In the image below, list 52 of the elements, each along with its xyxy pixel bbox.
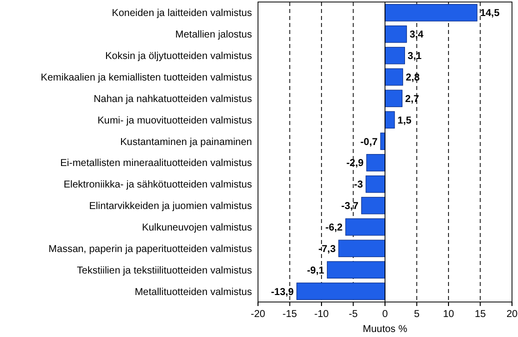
data-label: -13,9 <box>270 286 294 298</box>
x-tick-label: 10 <box>442 309 454 320</box>
bar <box>384 46 405 64</box>
bar <box>345 218 386 236</box>
y-tick-label: Koneiden ja laitteiden valmistus <box>112 8 252 20</box>
y-tick-label: Metallituotteiden valmistus <box>134 286 252 298</box>
bar <box>326 261 386 279</box>
x-tick-label: 5 <box>414 309 420 320</box>
y-tick-label: Kemikaalien ja kemiallisten tuotteiden valmistus <box>40 72 252 84</box>
data-label: -9,1 <box>306 265 325 276</box>
bar <box>384 111 395 129</box>
bar <box>384 90 402 108</box>
x-tick-label: -20 <box>250 309 266 320</box>
y-tick-label: Elektroniikka- ja sähkötuotteiden valmistus <box>64 180 252 191</box>
data-label: -0,7 <box>360 136 378 148</box>
data-label: 2,8 <box>406 72 420 84</box>
bar <box>361 196 386 214</box>
bar <box>338 240 386 258</box>
y-tick-label: Kulkuneuvojen valmistus <box>142 222 252 234</box>
x-tick-label: 0 <box>382 309 388 320</box>
bar <box>380 132 386 150</box>
x-tick-label: -5 <box>348 309 358 320</box>
y-tick-label: Massan, paperin ja paperituotteiden valmistus <box>48 244 252 255</box>
bar <box>366 154 386 172</box>
data-label: -6,2 <box>325 222 344 234</box>
data-label: -3 <box>354 180 364 191</box>
x-tick-label: -10 <box>314 309 330 320</box>
y-tick-label: Kustantaminen ja painaminen <box>120 136 252 148</box>
data-label: -7,3 <box>318 244 336 255</box>
data-label: 3,4 <box>410 30 424 41</box>
x-tick-label: -15 <box>282 309 298 320</box>
x-axis-title: Muutos % <box>362 324 408 335</box>
y-tick-label: Metallien jalostus <box>175 30 252 41</box>
y-tick-label: Nahan ja nahkatuotteiden valmistus <box>94 94 252 105</box>
y-tick-label: Ei-metallisten mineraalituotteiden valmistus <box>60 158 252 170</box>
y-tick-label: Kumi- ja muovituotteiden valmistus <box>97 115 252 126</box>
x-tick-label: 20 <box>506 309 518 320</box>
y-tick-label: Elintarvikkeiden ja juomien valmistus <box>89 201 252 212</box>
data-label: 2,7 <box>405 94 420 105</box>
bar <box>384 68 404 86</box>
data-label: 3,1 <box>408 51 422 62</box>
data-label: -3,7 <box>341 201 359 212</box>
y-tick-label: Koksin ja öljytuotteiden valmistus <box>105 51 252 62</box>
bar <box>384 25 407 43</box>
data-label: -2,9 <box>346 158 364 170</box>
data-label: 14,5 <box>480 8 500 20</box>
bar <box>296 282 386 300</box>
bar <box>366 175 386 193</box>
data-label: 1,5 <box>398 115 412 126</box>
y-tick-label: Tekstiilien ja tekstiilituotteiden valmistus <box>76 265 252 276</box>
x-tick-label: 15 <box>474 309 486 320</box>
bar <box>384 4 478 22</box>
